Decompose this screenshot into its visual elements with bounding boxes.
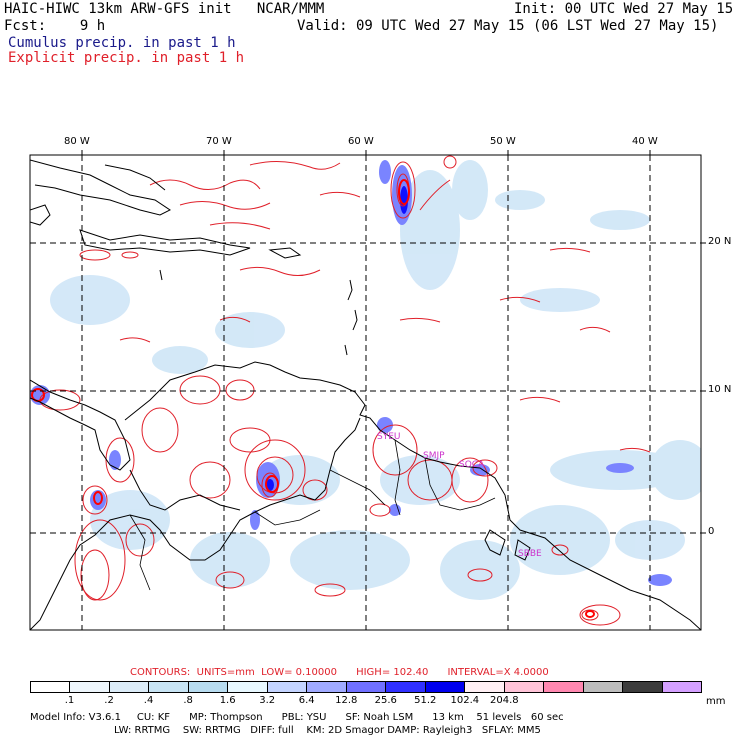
colorbar-tick-label: 51.2 <box>414 695 437 706</box>
colorbar-segment <box>544 682 584 692</box>
lon-label-60w: 60 W <box>348 136 374 147</box>
colorbar-tick-label: 3.2 <box>259 695 276 706</box>
station-smjp: SMJP <box>423 451 445 461</box>
model-info-line2: LW: RRTMG SW: RRTMG DIFF: full KM: 2D Sm… <box>114 725 541 736</box>
colorbar-segment <box>149 682 189 692</box>
colorbar-segment <box>228 682 268 692</box>
cumulus-precip-shading <box>50 160 701 600</box>
legend-cumulus: Cumulus precip. in past 1 h <box>8 35 236 51</box>
init-time: Init: 00 UTC Wed 27 May 15 <box>514 1 734 17</box>
colorbar-tick-label: 204.8 <box>490 695 519 706</box>
colorbar-segment <box>267 682 308 692</box>
colorbar-tick-label: .4 <box>143 695 154 706</box>
colorbar-segment <box>31 682 71 692</box>
coastlines <box>30 159 701 630</box>
colorbar-tick-label: .8 <box>183 695 193 706</box>
colorbar-segment <box>504 682 545 692</box>
station-soca: SOCA <box>459 460 485 470</box>
colorbar-segment <box>346 682 387 692</box>
colorbar-segment <box>583 682 624 692</box>
legend-explicit: Explicit precip. in past 1 h <box>8 50 245 66</box>
colorbar-ticks: .1 .2 .4 .8 1.6 3.2 6.4 12.8 25.6 51.2 102.4 204.8 <box>30 695 702 707</box>
colorbar-tick-label: 1.6 <box>219 695 236 706</box>
forecast-hour: Fcst: 9 h <box>4 18 106 34</box>
colorbar-tick-label: 6.4 <box>298 695 315 706</box>
colorbar-tick-label: 25.6 <box>374 695 397 706</box>
lat-label-0: 0 <box>708 526 715 537</box>
lon-label-50w: 50 W <box>490 136 516 147</box>
colorbar-tick-label: 102.4 <box>450 695 480 706</box>
station-syeu: SYEU <box>377 432 401 442</box>
contour-info: CONTOURS: UNITS=mm LOW= 0.10000 HIGH= 10… <box>130 667 549 678</box>
colorbar-segment <box>188 682 229 692</box>
lat-label-10n: 10 N <box>708 384 732 395</box>
lon-label-80w: 80 W <box>64 136 90 147</box>
colorbar-segment <box>465 682 505 692</box>
lon-label-40w: 40 W <box>632 136 658 147</box>
lat-lon-grid <box>30 155 701 630</box>
cumulus-precip-peak <box>266 186 408 491</box>
colorbar-unit: mm <box>706 696 726 707</box>
explicit-precip-contours <box>39 155 651 626</box>
colorbar-tick-label: .2 <box>104 695 114 706</box>
station-sbbe: SBBE <box>518 549 542 559</box>
model-title: HAIC-HIWC 13km ARW-GFS init NCAR/MMM <box>4 1 325 17</box>
colorbar-segment <box>70 682 110 692</box>
colorbar-segment <box>386 682 426 692</box>
colorbar-segment <box>425 682 466 692</box>
colorbar-segment <box>307 682 347 692</box>
precip-colorbar <box>30 681 702 693</box>
model-info-line1: Model Info: V3.6.1 CU: KF MP: Thompson P… <box>30 712 564 723</box>
colorbar-tick-label: 12.8 <box>335 695 358 706</box>
lat-label-20n: 20 N <box>708 236 732 247</box>
colorbar-segment <box>623 682 663 692</box>
colorbar-tick-label: .1 <box>64 695 75 706</box>
lon-label-70w: 70 W <box>206 136 232 147</box>
colorbar-segment <box>109 682 150 692</box>
borders <box>129 439 496 591</box>
colorbar-segment <box>662 682 701 692</box>
valid-time: Valid: 09 UTC Wed 27 May 15 (06 LST Wed … <box>297 18 719 34</box>
